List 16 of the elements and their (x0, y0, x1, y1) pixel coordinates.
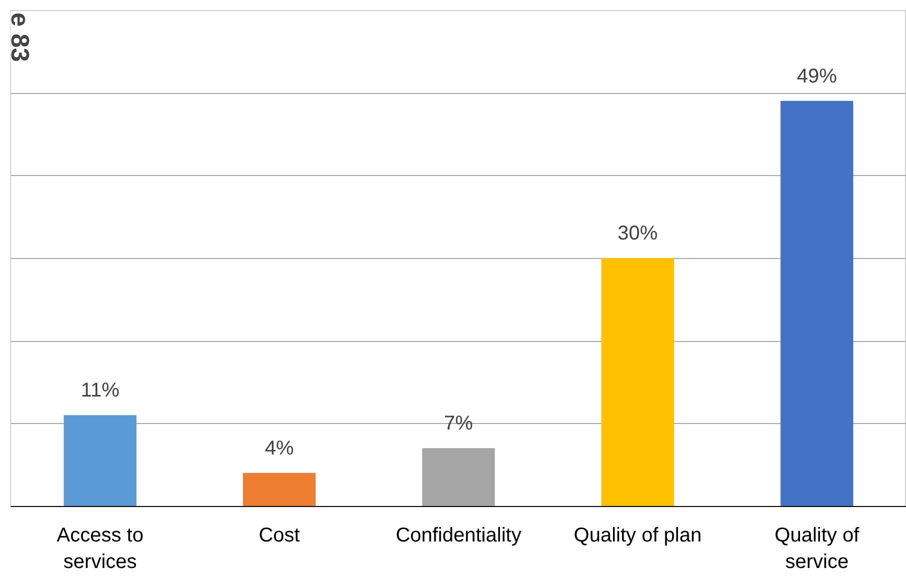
data-label: 4% (264, 437, 294, 460)
x-tick-label: Cost (258, 524, 300, 546)
y-axis-title: e 83 (5, 12, 34, 62)
x-tick-label: Confidentiality (396, 524, 522, 546)
bar (601, 258, 674, 506)
bar (780, 100, 854, 506)
bar (64, 415, 136, 506)
x-tick-label: Quality of plan (574, 524, 702, 546)
data-label: 49% (796, 65, 838, 88)
data-label: 7% (444, 412, 474, 435)
bar (242, 472, 316, 506)
x-tick-label: Quality of service (774, 524, 860, 573)
data-label: 30% (618, 222, 658, 244)
data-label: 11% (80, 380, 120, 402)
x-tick-label: Access to services (56, 524, 144, 573)
bar (422, 448, 495, 506)
